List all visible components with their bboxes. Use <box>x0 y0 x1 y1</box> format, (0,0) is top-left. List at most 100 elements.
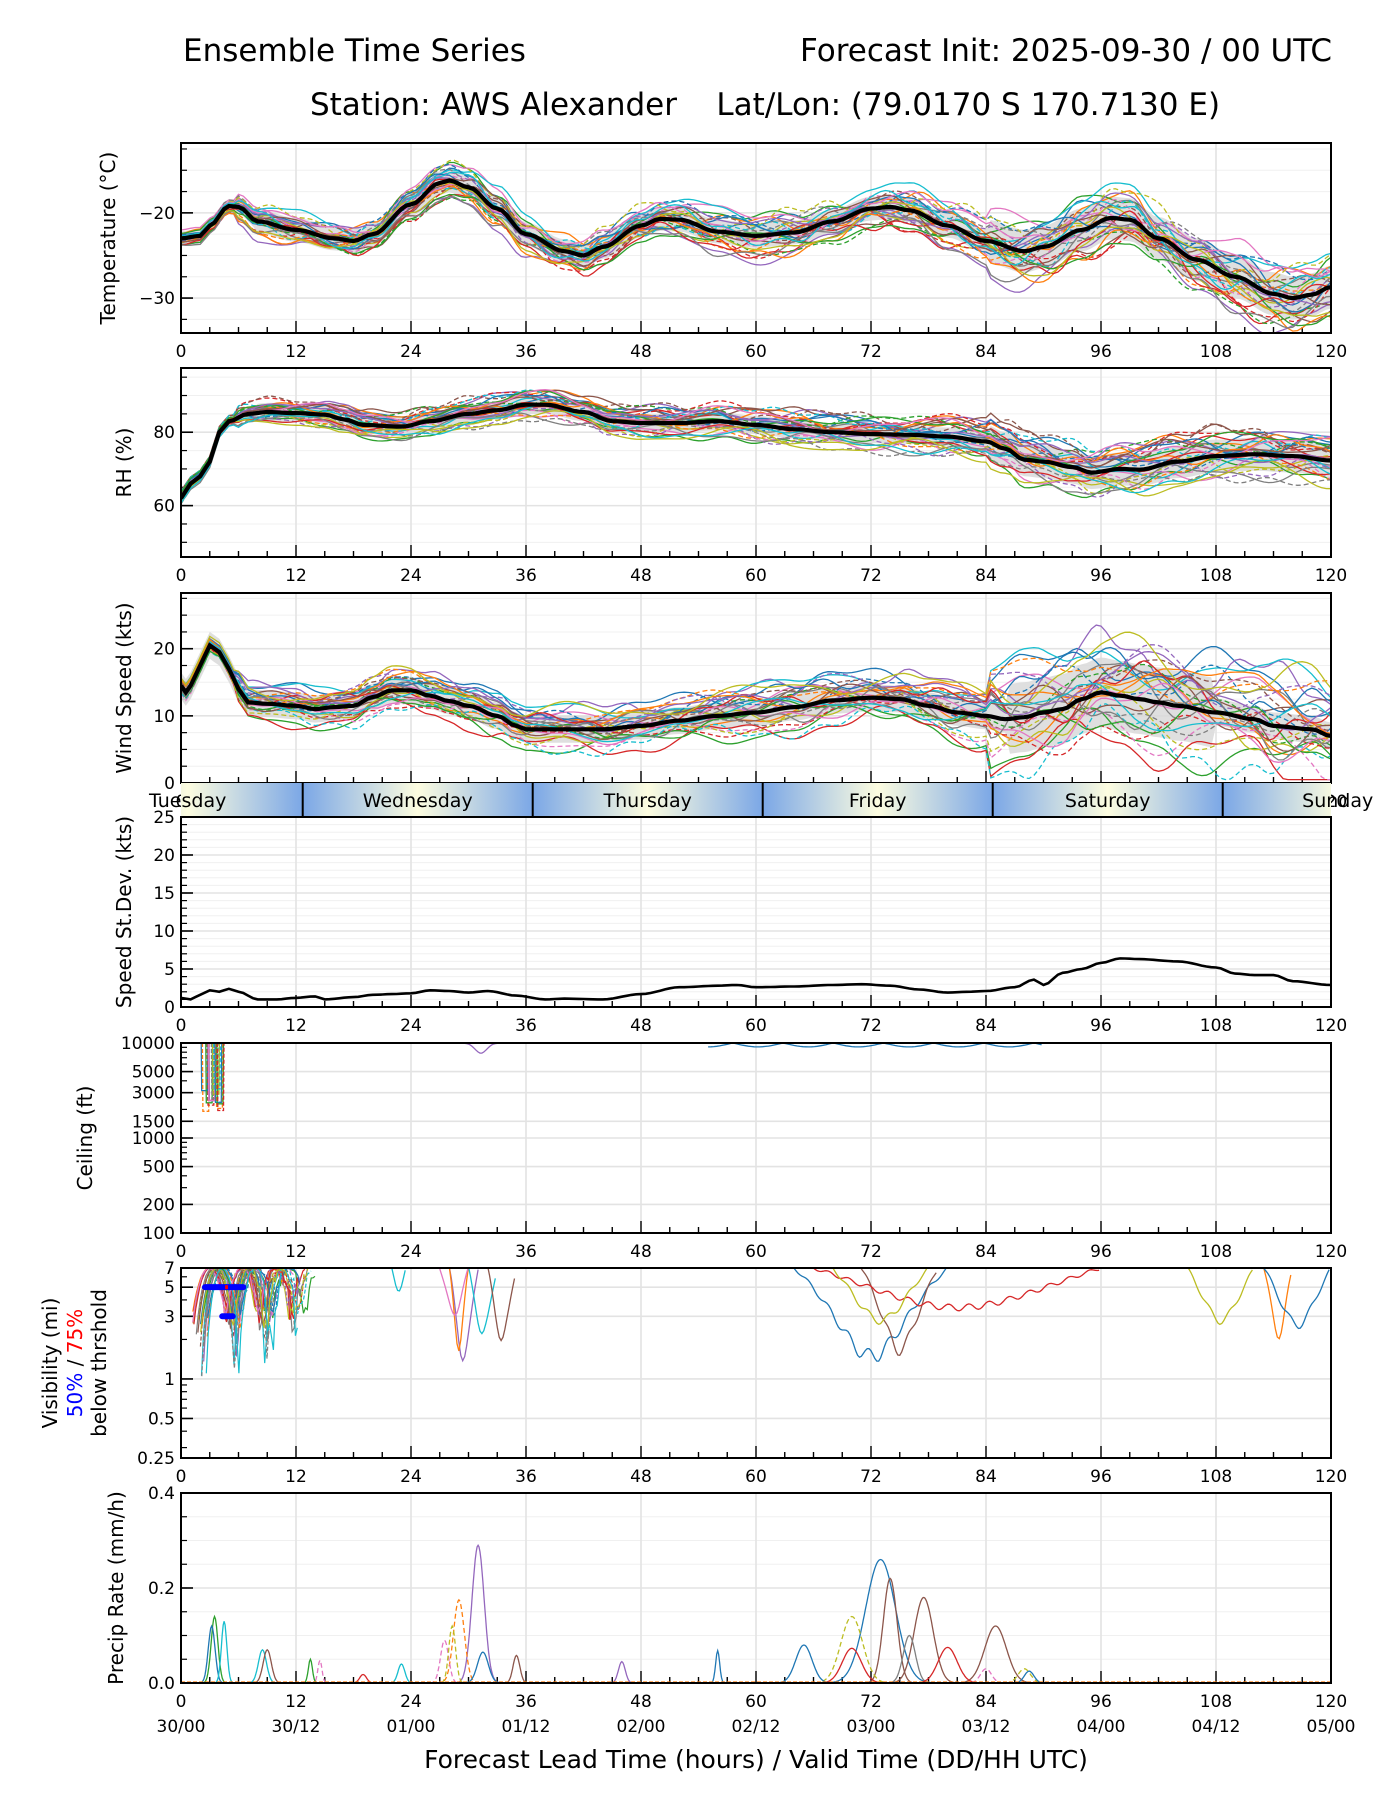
y-tick-label: 0 <box>164 998 175 1018</box>
precip-member-line <box>955 1668 1017 1683</box>
visibility-member-line <box>448 1268 479 1363</box>
y-tick-label: 7 <box>164 1259 175 1279</box>
x-tick-label: 36 <box>515 1016 537 1036</box>
precip-member-line <box>757 1644 850 1683</box>
x-tick-label: 84 <box>975 342 997 362</box>
valid-time-label: 01/00 <box>387 1717 436 1737</box>
plot-frame <box>180 1492 1332 1684</box>
ceiling-member-line <box>206 1043 215 1101</box>
x-tick-label: 48 <box>630 1467 652 1487</box>
stddev-line <box>181 957 1331 1001</box>
y-axis-title: RH (%) <box>112 428 136 498</box>
ensemble-member-line <box>181 185 1331 332</box>
x-tick-label: 96 <box>1090 566 1112 586</box>
precip-member-line <box>874 1634 944 1683</box>
visibility-member-line <box>1263 1268 1292 1340</box>
legend-75pct: 75% <box>63 1309 87 1353</box>
x-tick-label: 120 <box>1315 1467 1347 1487</box>
x-tick-label: 36 <box>515 1242 537 1262</box>
x-tick-label: 12 <box>285 1242 307 1262</box>
precip-member-line <box>452 1651 513 1683</box>
precip-member-line <box>1002 1670 1056 1683</box>
y-tick-label: 20 <box>153 640 175 660</box>
ensemble-spread-band <box>181 631 1331 754</box>
y-tick-label: 15 <box>153 884 175 904</box>
x-tick-label: 36 <box>515 1692 537 1712</box>
valid-time-label: 30/00 <box>157 1717 206 1737</box>
legend-50pct: 50% <box>63 1373 87 1417</box>
precip-member-line <box>298 1657 322 1683</box>
x-tick-label: 0 <box>176 1692 187 1712</box>
valid-time-label: 03/12 <box>962 1717 1011 1737</box>
y-tick-label: 5 <box>164 1278 175 1298</box>
chart-title: Ensemble Time Series <box>183 33 526 69</box>
panel-rh: 80 60 0 12 24 36 48 60 72 84 96 108 120 RH (%) <box>112 367 1347 586</box>
ensemble-spread-band <box>181 168 1331 320</box>
ensemble-member-line <box>181 641 1331 753</box>
ensemble-member-line <box>181 647 1331 781</box>
y-axis-title: Wind Speed (kts) <box>112 602 136 773</box>
x-tick-label: 0 <box>176 1242 187 1262</box>
forecast-init: Forecast Init: 2025-09-30 / 00 UTC <box>800 33 1332 69</box>
x-axis-title: Forecast Lead Time (hours) / Valid Time … <box>424 1745 1088 1774</box>
x-tick-label: 12 <box>285 1016 307 1036</box>
x-tick-label: 60 <box>745 1242 767 1262</box>
x-tick-label: 24 <box>400 1467 422 1487</box>
valid-time-label: 02/12 <box>732 1717 781 1737</box>
valid-time-label: 30/12 <box>272 1717 321 1737</box>
x-tick-label: 72 <box>860 342 882 362</box>
x-tick-label: 108 <box>1200 1692 1232 1712</box>
y-tick-label: 0.5 <box>148 1409 175 1429</box>
precip-member-line <box>433 1624 471 1683</box>
day-segment-thursday <box>532 783 763 817</box>
visibility-member-line <box>439 1268 469 1317</box>
y-tick-label: 0.25 <box>137 1449 175 1469</box>
x-tick-label: 108 <box>1200 342 1232 362</box>
precip-member-line <box>382 1663 420 1683</box>
y-tick-label: 60 <box>153 497 175 517</box>
x-tick-label: 48 <box>630 566 652 586</box>
y-axis-title: Visibility (mi) <box>38 1298 62 1429</box>
x-tick-label: 48 <box>630 1016 652 1036</box>
valid-time-label: 03/00 <box>847 1717 896 1737</box>
y-tick-label: 3000 <box>132 1084 175 1104</box>
ensemble-member-line <box>181 631 1331 717</box>
x-tick-label: 120 <box>1315 1692 1347 1712</box>
panel-visibility: 0.25 0.5 1 3 57 0 12 24 36 48 60 72 84 96 108 120 Visibi… <box>38 1259 1347 1487</box>
visibility-member-line <box>832 1268 928 1326</box>
x-tick-label: 96 <box>1090 1692 1112 1712</box>
ensemble-member-line <box>181 644 1331 756</box>
x-tick-label: 24 <box>400 1242 422 1262</box>
x-tick-label: 120 <box>1315 1016 1347 1036</box>
y-axis-title: Speed St.Dev. (kts) <box>112 816 136 1008</box>
x-tick-label: 12 <box>285 1467 307 1487</box>
ensemble-member-line <box>181 403 1331 499</box>
x-tick-label: 108 <box>1200 1016 1232 1036</box>
ensemble-member-line <box>181 650 1331 781</box>
panel-precip_rate: 0.0 0.2 0.4 0 30/00 12 30/12 24 01/00 36 01/12 48 02… <box>104 1484 1356 1737</box>
ensemble-member-line <box>181 168 1331 313</box>
ensemble-member-line <box>181 408 1331 501</box>
ensemble-member-line <box>181 646 1331 741</box>
visibility-member-line <box>1263 1268 1330 1330</box>
y-tick-label: 1000 <box>132 1129 175 1149</box>
ensemble-member-line <box>181 646 1331 735</box>
x-tick-label: 108 <box>1200 566 1232 586</box>
ensemble-member-line <box>181 644 1331 761</box>
y-tick-label: 200 <box>143 1195 175 1215</box>
x-tick-label: 84 <box>975 1467 997 1487</box>
x-tick-label: 120 <box>1315 566 1347 586</box>
ceiling-member-line <box>200 1043 209 1092</box>
visibility-member-line <box>448 1268 469 1352</box>
x-tick-label: 36 <box>515 1467 537 1487</box>
y-axis-title: Temperature (°C) <box>96 152 120 326</box>
x-tick-label: 60 <box>745 1467 767 1487</box>
station-subtitle: Station: AWS Alexander Lat/Lon: (79.0170… <box>309 87 1221 123</box>
x-tick-label: 60 <box>745 1016 767 1036</box>
panel-temperature: −20 −30 0 12 24 36 48 60 72 84 96 108 120 Temperature… <box>96 142 1347 362</box>
ensemble-member-line <box>181 186 1331 284</box>
y-axis-title: Precip Rate (mm/h) <box>104 1491 128 1685</box>
x-tick-label: 24 <box>400 342 422 362</box>
y-tick-label: 0.2 <box>148 1579 175 1599</box>
